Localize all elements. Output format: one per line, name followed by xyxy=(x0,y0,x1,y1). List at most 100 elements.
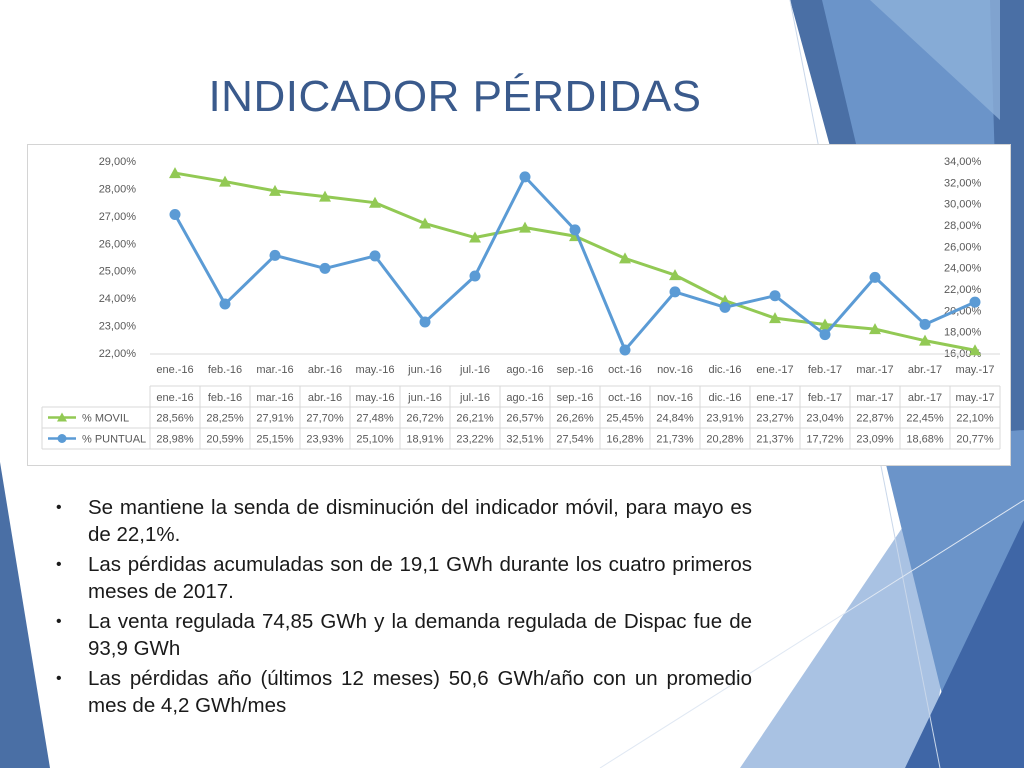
data-point-puntual xyxy=(419,316,431,328)
decor-line xyxy=(599,499,1024,768)
y-right-tick-label: 30,00% xyxy=(944,199,982,211)
table-header-cell: may.-16 xyxy=(356,392,395,404)
data-point-movil xyxy=(269,184,281,196)
y-right-tick-label: 24,00% xyxy=(944,263,982,275)
table-header-cell: dic.-16 xyxy=(708,392,741,404)
decor-shape-bottom-right-dark xyxy=(905,520,1024,768)
y-left-tick-label: 28,00% xyxy=(99,183,137,195)
x-tick-label: feb.-16 xyxy=(208,364,242,376)
bullet-text: Las pérdidas año (últimos 12 meses) 50,6… xyxy=(88,667,752,717)
data-point-puntual xyxy=(769,290,781,302)
y-left-tick-label: 23,00% xyxy=(99,321,137,333)
table-header-cell: abr.-17 xyxy=(908,392,942,404)
bullet-list: • Se mantiene la senda de disminución del… xyxy=(56,494,752,722)
legend-key-marker xyxy=(57,434,67,443)
y-right-tick-label: 20,00% xyxy=(944,305,982,317)
bullet-text: La venta regulada 74,85 GWh y la demanda… xyxy=(88,610,752,660)
table-value-cell: 23,93% xyxy=(306,434,344,446)
table-value-cell: 26,57% xyxy=(506,413,544,425)
y-left-tick-label: 26,00% xyxy=(99,238,137,250)
table-value-cell: 27,70% xyxy=(306,413,344,425)
table-header-cell: ene.-16 xyxy=(156,392,193,404)
bullet-item: • Las pérdidas acumuladas son de 19,1 GWh… xyxy=(56,551,752,605)
table-value-cell: 20,28% xyxy=(706,434,744,446)
table-value-cell: 17,72% xyxy=(806,434,844,446)
data-point-movil xyxy=(969,344,981,356)
table-value-cell: 21,73% xyxy=(656,434,694,446)
x-tick-label: sep.-16 xyxy=(557,364,594,376)
table-value-cell: 26,21% xyxy=(456,413,494,425)
y-right-tick-label: 28,00% xyxy=(944,220,982,232)
table-value-cell: 25,10% xyxy=(356,434,394,446)
data-point-puntual xyxy=(669,286,681,298)
series-line-puntual xyxy=(173,175,976,352)
bullet-text: Las pérdidas acumuladas son de 19,1 GWh … xyxy=(88,553,752,603)
table-value-cell: 25,15% xyxy=(256,434,294,446)
bullet-marker: • xyxy=(56,670,62,687)
x-tick-label: jun.-16 xyxy=(407,364,442,376)
x-tick-label: ago.-16 xyxy=(506,364,543,376)
x-tick-label: dic.-16 xyxy=(708,364,741,376)
bullet-marker: • xyxy=(56,556,62,573)
y-right-tick-label: 34,00% xyxy=(944,156,982,168)
table-value-cell: 27,91% xyxy=(256,413,294,425)
data-point-puntual xyxy=(369,250,381,262)
bullet-item: • Las pérdidas año (últimos 12 meses) 50,… xyxy=(56,665,752,719)
x-tick-label: may.-17 xyxy=(956,364,995,376)
table-value-cell: 22,10% xyxy=(956,413,994,425)
y-left-tick-label: 29,00% xyxy=(99,156,137,168)
chart-frame: 22,00% 23,00% 24,00% 25,00% 26,00% 27,00% 28,0… xyxy=(27,144,1011,466)
data-point-puntual xyxy=(519,171,531,183)
table-value-cell: 28,98% xyxy=(156,434,194,446)
x-tick-label: nov.-16 xyxy=(657,364,693,376)
data-point-puntual xyxy=(919,318,931,330)
legend-series-name: % MOVIL xyxy=(82,413,129,425)
table-header-cell: nov.-16 xyxy=(657,392,693,404)
table-value-cell: 20,59% xyxy=(206,434,244,446)
y-left-tick-label: 27,00% xyxy=(99,211,137,223)
data-point-puntual xyxy=(869,271,881,283)
data-point-movil xyxy=(619,252,631,264)
table-header-cell: abr.-16 xyxy=(308,392,342,404)
table-value-cell: 27,48% xyxy=(356,413,394,425)
line-chart: 22,00% 23,00% 24,00% 25,00% 26,00% 27,00% 28,0… xyxy=(41,156,1001,450)
table-value-cell: 16,28% xyxy=(606,434,644,446)
data-point-movil xyxy=(769,312,781,324)
x-tick-label: abr.-17 xyxy=(908,364,942,376)
data-point-movil xyxy=(919,334,931,346)
table-value-cell: 22,45% xyxy=(906,413,944,425)
bullet-marker: • xyxy=(56,499,62,516)
data-point-puntual xyxy=(219,298,231,310)
legend-series-name: % PUNTUAL xyxy=(82,434,146,446)
x-tick-label: oct.-16 xyxy=(608,364,642,376)
bullet-text: Se mantiene la senda de disminución del … xyxy=(88,496,752,546)
bullet-marker: • xyxy=(56,613,62,630)
data-point-movil xyxy=(519,221,531,233)
data-point-movil xyxy=(869,323,881,335)
table-value-cell: 25,45% xyxy=(606,413,644,425)
table-header-cell: jul.-16 xyxy=(459,392,490,404)
data-point-movil xyxy=(169,167,181,179)
table-value-cell: 18,91% xyxy=(406,434,444,446)
table-header-cell: mar.-17 xyxy=(856,392,893,404)
y-left-tick-label: 22,00% xyxy=(99,348,137,360)
data-point-movil xyxy=(219,175,231,187)
table-header-cell: feb.-16 xyxy=(208,392,242,404)
bullet-item: • Se mantiene la senda de disminución del… xyxy=(56,494,752,548)
data-point-movil xyxy=(369,196,381,208)
y-right-tick-label: 18,00% xyxy=(944,327,982,339)
x-tick-label: ene.-16 xyxy=(156,364,193,376)
x-tick-label: mar.-16 xyxy=(256,364,293,376)
data-point-puntual xyxy=(969,296,981,308)
x-tick-label: abr.-16 xyxy=(308,364,342,376)
data-point-puntual xyxy=(619,344,631,356)
legend-key-marker xyxy=(57,412,67,422)
table-header-cell: ago.-16 xyxy=(506,392,543,404)
bullet-item: • La venta regulada 74,85 GWh y la demand… xyxy=(56,608,752,662)
table-value-cell: 26,72% xyxy=(406,413,444,425)
table-value-cell: 28,25% xyxy=(206,413,244,425)
data-point-movil xyxy=(419,217,431,229)
data-point-puntual xyxy=(719,301,731,313)
table-header-cell: sep.-16 xyxy=(557,392,594,404)
y-right-tick-label: 22,00% xyxy=(944,284,982,296)
